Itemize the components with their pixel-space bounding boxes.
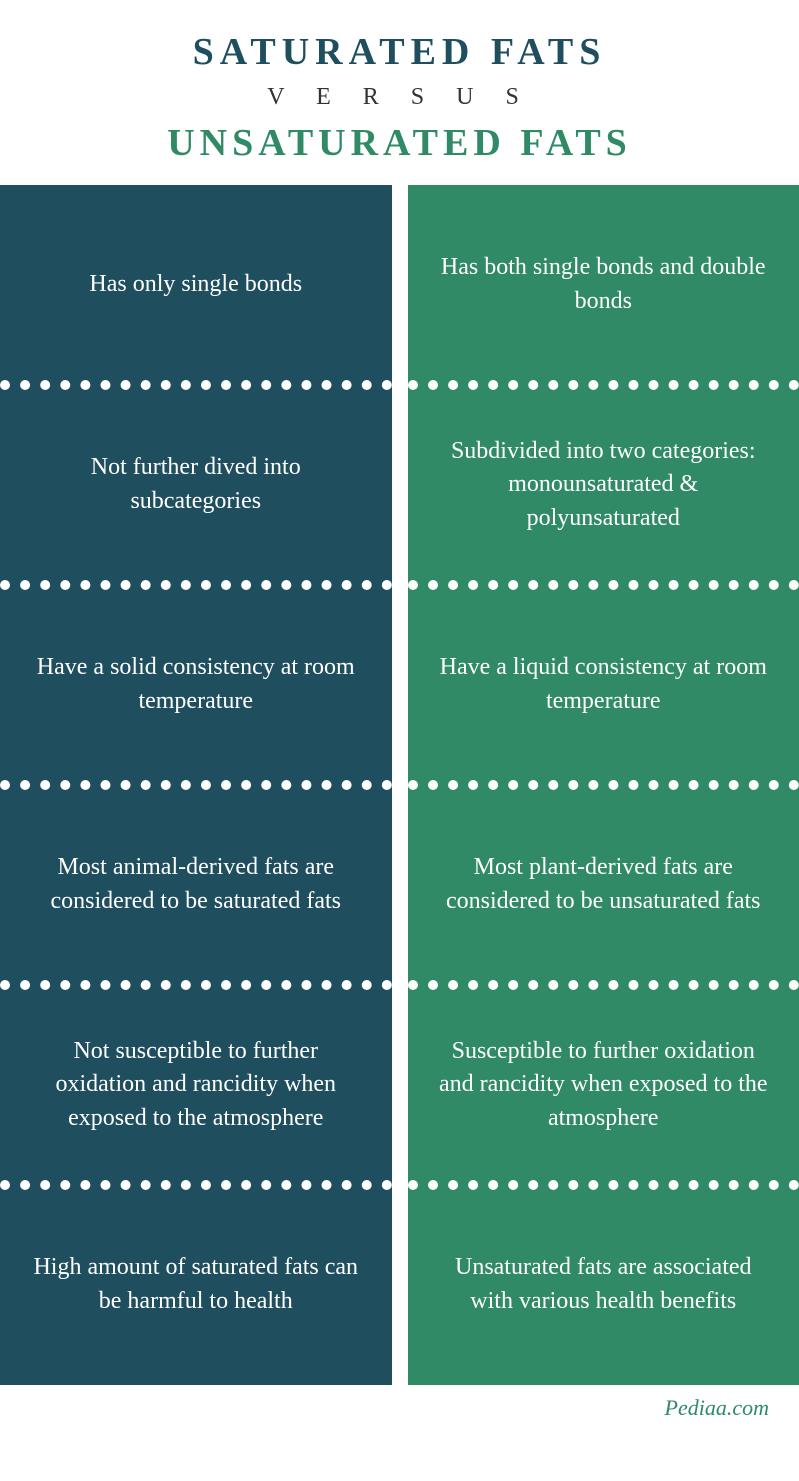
versus-label: V E R S U S: [20, 84, 779, 111]
cell-left-5: High amount of saturated fats can be har…: [0, 1185, 392, 1385]
cell-left-0: Has only single bonds: [0, 185, 392, 385]
title-saturated: SATURATED FATS: [20, 30, 779, 74]
cell-left-1: Not further dived into subcategories: [0, 385, 392, 585]
column-saturated: Has only single bonds Not further dived …: [0, 185, 392, 1385]
cell-left-3: Most animal-derived fats are considered …: [0, 785, 392, 985]
cell-right-1: Subdivided into two categories: monounsa…: [408, 385, 799, 585]
cell-right-4: Susceptible to further oxidation and ran…: [408, 985, 799, 1185]
cell-left-4: Not susceptible to further oxidation and…: [0, 985, 392, 1185]
cell-right-0: Has both single bonds and double bonds: [408, 185, 799, 385]
footer-attribution: Pediaa.com: [0, 1385, 799, 1431]
cell-right-3: Most plant-derived fats are considered t…: [408, 785, 799, 985]
cell-right-2: Have a liquid consistency at room temper…: [408, 585, 799, 785]
title-unsaturated: UNSATURATED FATS: [20, 121, 779, 165]
cell-right-5: Unsaturated fats are associated with var…: [408, 1185, 799, 1385]
header: SATURATED FATS V E R S U S UNSATURATED F…: [0, 0, 799, 185]
column-unsaturated: Has both single bonds and double bonds S…: [408, 185, 799, 1385]
cell-left-2: Have a solid consistency at room tempera…: [0, 585, 392, 785]
comparison-table: Has only single bonds Not further dived …: [0, 185, 799, 1385]
